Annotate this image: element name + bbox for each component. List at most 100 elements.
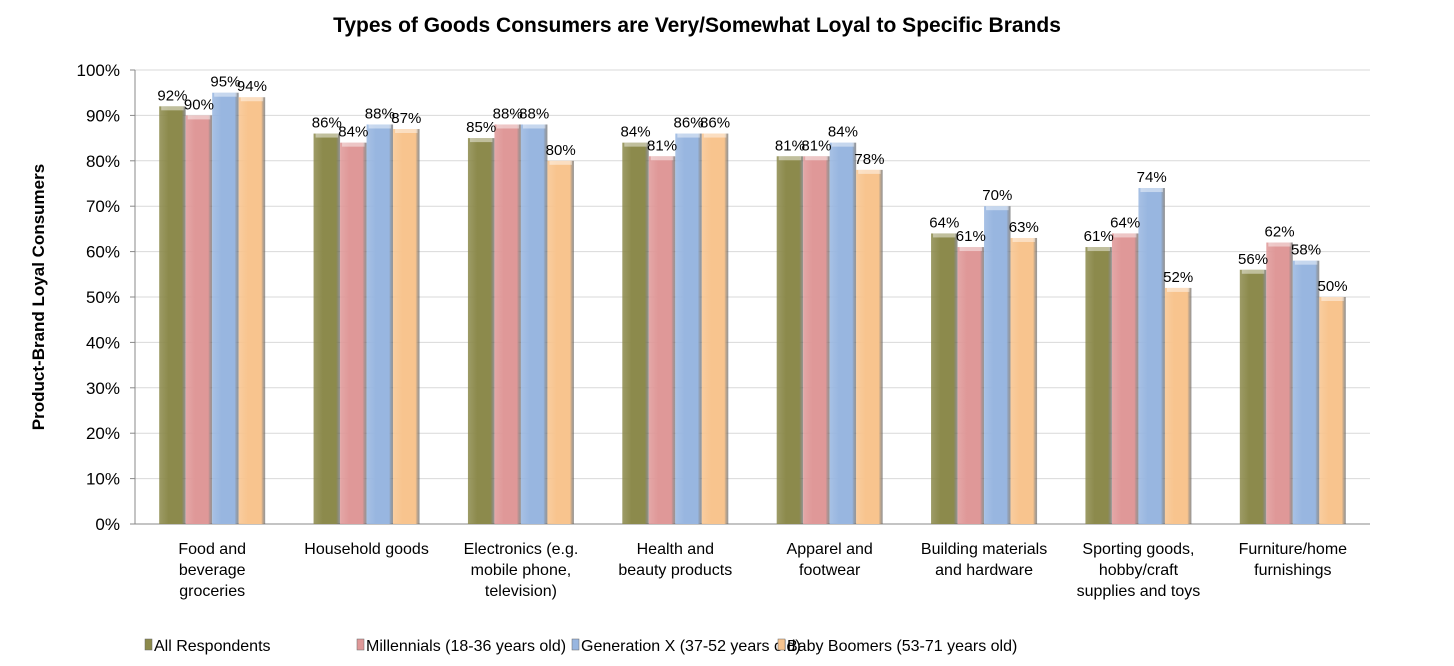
bar	[675, 133, 702, 524]
bar-highlight	[677, 133, 700, 138]
category-label: Apparel and	[787, 541, 873, 558]
data-label: 92%	[157, 87, 187, 104]
bar-highlight	[986, 206, 1009, 211]
bar-highlight	[858, 169, 881, 174]
bar	[1319, 297, 1346, 524]
bar-highlight	[1140, 188, 1163, 193]
category-label: Electronics (e.g.	[464, 541, 579, 558]
bar	[212, 92, 239, 524]
category-label: Food and	[178, 541, 246, 558]
bar-highlight	[778, 156, 802, 161]
bar	[1085, 247, 1112, 524]
data-label: 84%	[338, 124, 368, 141]
data-label: 52%	[1163, 269, 1193, 286]
bar	[159, 106, 186, 524]
bar	[467, 138, 495, 524]
legend: All Respondents Millennials (18-36 years …	[144, 638, 1017, 655]
data-label: 70%	[982, 187, 1012, 204]
bar-highlight	[240, 97, 264, 102]
y-tick-label: 60%	[86, 243, 120, 262]
data-label: 88%	[519, 105, 549, 122]
bar-highlight	[959, 247, 983, 252]
bar-highlight	[161, 106, 184, 111]
bar-highlight	[1087, 247, 1110, 252]
category-label: television)	[485, 583, 557, 600]
data-label: 84%	[828, 124, 858, 141]
data-label: 78%	[854, 151, 884, 168]
y-tick-label: 100%	[77, 61, 120, 80]
data-label: 94%	[237, 78, 267, 95]
bar	[494, 124, 521, 524]
y-tick-label: 10%	[86, 470, 120, 489]
category-label: Building materials	[921, 541, 1047, 558]
bar	[829, 142, 857, 524]
bar	[803, 156, 830, 524]
bar	[313, 133, 341, 524]
bar-highlight	[831, 142, 855, 147]
category-label: mobile phone,	[471, 562, 572, 579]
category-label: Furniture/home	[1239, 541, 1348, 558]
bar	[1266, 242, 1293, 524]
bar-highlight	[1012, 237, 1036, 242]
bar-highlight	[469, 138, 493, 143]
legend-swatch	[571, 638, 580, 651]
bars	[159, 92, 1346, 525]
bar	[393, 129, 420, 524]
data-label: 88%	[493, 105, 523, 122]
bar	[931, 233, 958, 524]
data-label: 58%	[1291, 242, 1321, 259]
bar-highlight	[1294, 260, 1318, 265]
bar	[622, 142, 649, 524]
category-label: hobby/craft	[1099, 562, 1179, 579]
bar-highlight	[1241, 269, 1265, 274]
data-label: 81%	[801, 137, 831, 154]
data-label: 95%	[210, 74, 240, 91]
y-tick-label: 90%	[86, 106, 120, 125]
y-tick-label: 20%	[86, 424, 120, 443]
bar	[984, 206, 1011, 524]
bar	[701, 133, 729, 524]
data-label: 80%	[546, 142, 576, 159]
data-label: 74%	[1137, 169, 1167, 186]
bar	[1111, 233, 1139, 524]
data-label: 81%	[775, 137, 805, 154]
category-label: beauty products	[618, 562, 732, 579]
bar-highlight	[214, 92, 237, 97]
y-tick-label: 40%	[86, 333, 120, 352]
category-label: Sporting goods,	[1082, 541, 1194, 558]
bar-highlight	[315, 133, 339, 138]
data-label: 64%	[1110, 214, 1140, 231]
bar-highlight	[805, 156, 828, 161]
bar-highlight	[703, 133, 727, 138]
bar-highlight	[368, 124, 392, 129]
y-tick-label: 70%	[86, 197, 120, 216]
data-label: 50%	[1318, 278, 1348, 295]
bar	[520, 124, 548, 524]
category-label: Household goods	[304, 541, 429, 558]
y-tick-label: 50%	[86, 288, 120, 307]
bar	[1239, 269, 1267, 524]
bar	[1292, 260, 1320, 524]
y-tick-label: 80%	[86, 152, 120, 171]
data-label: 90%	[184, 96, 214, 113]
bar	[547, 160, 574, 525]
data-label: 87%	[391, 110, 421, 127]
data-label: 56%	[1238, 251, 1268, 268]
bar-highlight	[1113, 233, 1137, 238]
legend-label: Millennials (18-36 years old)	[366, 638, 566, 655]
bar	[340, 142, 367, 524]
category-label: beverage	[179, 562, 246, 579]
legend-swatch	[777, 638, 786, 651]
bar-highlight	[624, 142, 647, 147]
bar-highlight	[342, 142, 365, 147]
data-label: 61%	[956, 228, 986, 245]
bar	[648, 156, 676, 524]
data-label: 63%	[1009, 219, 1039, 236]
category-label: Health and	[637, 541, 714, 558]
bar-highlight	[522, 124, 546, 129]
category-label: footwear	[799, 562, 861, 579]
bar-highlight	[1166, 287, 1190, 292]
category-label: and hardware	[935, 562, 1033, 579]
data-label: 84%	[621, 124, 651, 141]
data-label: 81%	[647, 137, 677, 154]
